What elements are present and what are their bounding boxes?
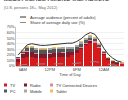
svg-text:Tablet: Tablet [56, 89, 68, 94]
svg-text:20%: 20% [7, 52, 15, 57]
svg-text:12PM: 12PM [45, 67, 55, 72]
svg-text:10%: 10% [7, 58, 15, 63]
svg-text:Mobile: Mobile [30, 89, 43, 94]
svg-text:0%: 0% [9, 63, 15, 68]
svg-text:PC: PC [10, 89, 16, 94]
svg-text:12AM: 12AM [99, 67, 109, 72]
svg-text:60%: 60% [7, 30, 15, 35]
svg-text:40%: 40% [7, 41, 15, 46]
svg-text:Average audience (percent of a: Average audience (percent of adults) [30, 15, 96, 20]
svg-text:TV Connected Devices: TV Connected Devices [56, 83, 97, 88]
svg-text:70%: 70% [7, 24, 15, 29]
svg-text:Time of Day: Time of Day [59, 72, 80, 77]
svg-text:MEDIA USAGE AMONG U.S. ADULTS(: MEDIA USAGE AMONG U.S. ADULTS(U.S. perso… [4, 0, 109, 10]
svg-text:30%: 30% [7, 47, 15, 52]
svg-text:50%: 50% [7, 36, 15, 41]
svg-text:Radio: Radio [30, 83, 41, 88]
svg-text:Share of average daily use (%): Share of average daily use (%) [30, 20, 86, 25]
svg-text:TV: TV [10, 83, 15, 88]
svg-text:6PM: 6PM [73, 67, 81, 72]
svg-text:6AM: 6AM [19, 67, 27, 72]
